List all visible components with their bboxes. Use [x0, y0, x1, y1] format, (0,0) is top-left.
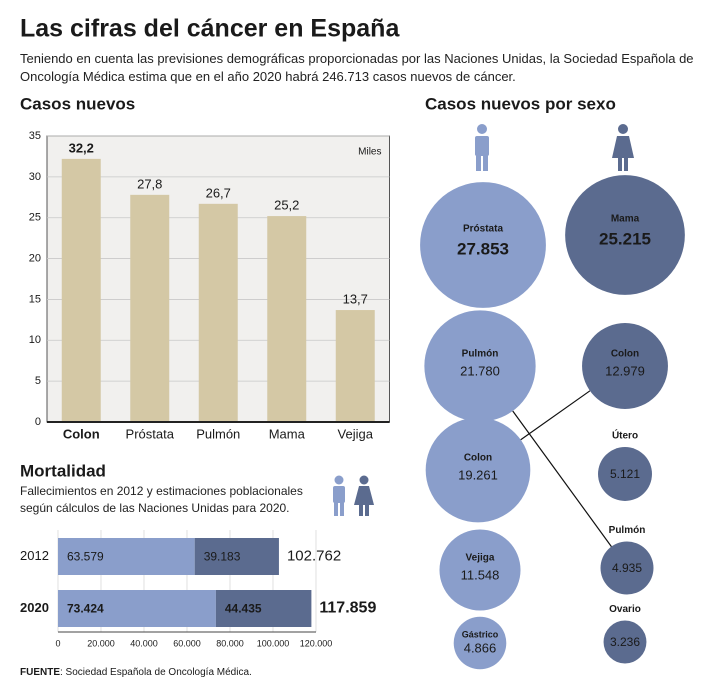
- y-tick-label: 15: [29, 293, 41, 305]
- y-tick-label: 20: [29, 252, 41, 264]
- x-tick-label: Próstata: [126, 426, 175, 441]
- value-label: 32,2: [69, 140, 94, 155]
- x-tick-label: Mama: [269, 426, 306, 441]
- segment-label: 73.424: [67, 602, 104, 616]
- y-tick-label: 0: [35, 416, 41, 428]
- bar-segment: [215, 590, 312, 627]
- man-icon: [475, 124, 489, 171]
- bubble-value: 3.236: [610, 635, 640, 649]
- bar: [267, 216, 307, 422]
- bubble: [424, 310, 536, 422]
- y-tick-label: 25: [29, 212, 41, 224]
- page-subtitle: Teniendo en cuenta las previsiones demog…: [20, 51, 694, 84]
- bubble-name: Colon: [611, 349, 639, 360]
- bubble-name: Colon: [464, 453, 492, 464]
- bar: [130, 194, 170, 422]
- bubble-value: 21.780: [460, 363, 500, 378]
- bar: [335, 310, 375, 422]
- bubble: [420, 182, 546, 308]
- section-title: Casos nuevos: [20, 94, 135, 113]
- man-icon-small: [333, 475, 345, 516]
- source-text: : Sociedad Española de Oncología Médica.: [60, 667, 252, 678]
- bubble-value: 27.853: [457, 239, 509, 258]
- y-tick-label: 2020: [20, 600, 49, 615]
- woman-icon: [612, 124, 634, 171]
- section-title: Mortalidad: [20, 461, 106, 480]
- bar-segment: [58, 590, 216, 627]
- bar: [198, 203, 238, 422]
- y-tick-label: 5: [35, 375, 41, 387]
- x-tick-label: Colon: [63, 426, 100, 441]
- segment-label: 39.183: [204, 550, 241, 564]
- woman-icon-small: [354, 475, 374, 516]
- x-tick-label: Pulmón: [196, 426, 240, 441]
- y-tick-label: 30: [29, 171, 41, 183]
- bubble-value: 19.261: [458, 467, 498, 482]
- bubble-value: 11.548: [461, 567, 500, 582]
- bubble-name: Gástrico: [462, 629, 499, 639]
- section-title: Casos nuevos por sexo: [425, 94, 616, 113]
- value-label: 26,7: [206, 185, 231, 200]
- bubble-name: Ovario: [609, 604, 641, 615]
- bubble-name: Mama: [611, 214, 640, 225]
- bubble-name: Vejiga: [466, 553, 495, 564]
- bubble: [453, 616, 507, 670]
- value-label: 27,8: [137, 176, 162, 191]
- x-tick-label: 0: [55, 638, 60, 648]
- total-label: 102.762: [287, 547, 341, 564]
- bubble: [582, 323, 668, 409]
- bubble: [603, 620, 647, 664]
- y-tick-label: 10: [29, 334, 41, 346]
- chart-subtitle: Fallecimientos en 2012 y estimaciones po…: [20, 484, 303, 515]
- connector: [520, 390, 591, 441]
- bubble-value: 5.121: [610, 467, 640, 481]
- source-label: FUENTE: [20, 667, 60, 678]
- y-tick-label: 35: [29, 130, 41, 142]
- bar-segment: [194, 538, 279, 575]
- x-tick-label: 120.000: [300, 638, 333, 648]
- x-tick-label: 100.000: [257, 638, 290, 648]
- segment-label: 44.435: [225, 602, 262, 616]
- x-tick-label: 80.000: [216, 638, 244, 648]
- x-tick-label: 20.000: [87, 638, 115, 648]
- total-label: 117.859: [319, 600, 376, 617]
- bar-segment: [58, 538, 195, 575]
- x-tick-label: 60.000: [173, 638, 201, 648]
- source: FUENTE: Sociedad Española de Oncología M…: [20, 667, 252, 678]
- x-tick-label: 40.000: [130, 638, 158, 648]
- page-title: Las cifras del cáncer en España: [20, 15, 400, 43]
- bubble-value: 4.935: [612, 561, 642, 575]
- bubble: [439, 529, 521, 611]
- segment-label: 63.579: [67, 550, 104, 564]
- bubble-name: Útero: [612, 429, 638, 442]
- bubble: [565, 175, 685, 295]
- subtitle-box: Fallecimientos en 2012 y estimaciones po…: [20, 484, 303, 515]
- bubble-value: 25.215: [599, 229, 651, 248]
- bubble: [425, 417, 531, 523]
- value-label: 25,2: [274, 198, 299, 213]
- unit-label: Miles: [358, 147, 381, 158]
- bar: [61, 158, 101, 422]
- bubble-name: Pulmón: [462, 349, 499, 360]
- bubble-value: 12.979: [605, 363, 645, 378]
- bubble-value: 4.866: [464, 640, 497, 655]
- bubble-name: Próstata: [463, 224, 503, 235]
- y-tick-label: 2012: [20, 548, 49, 563]
- bubble: [598, 447, 652, 501]
- value-label: 13,7: [343, 291, 368, 306]
- bubble-name: Pulmón: [609, 525, 646, 536]
- x-tick-label: Vejiga: [338, 426, 374, 441]
- subtitle-box: Teniendo en cuenta las previsiones demog…: [20, 51, 694, 84]
- bubble: [600, 541, 654, 595]
